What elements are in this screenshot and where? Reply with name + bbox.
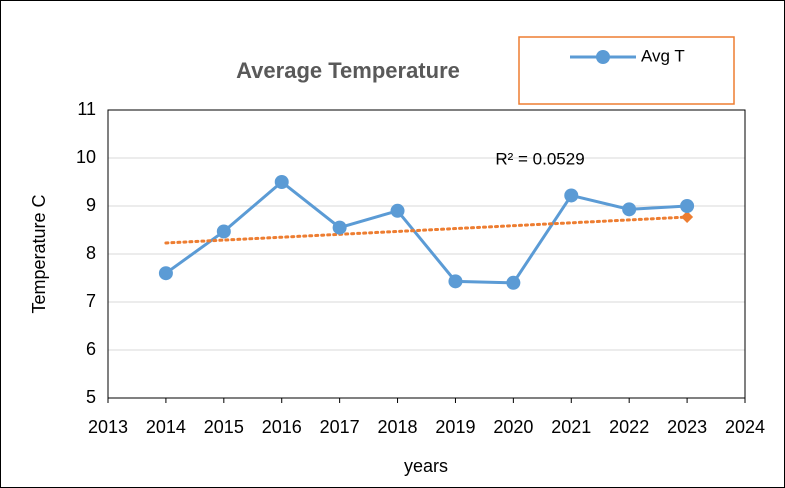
trendline [164, 215, 689, 245]
x-axis-label: years [404, 456, 448, 476]
y-axis-label: Temperature C [29, 194, 49, 313]
data-point [274, 175, 289, 189]
data-point [158, 266, 173, 281]
data-line [165, 180, 688, 285]
legend-marker [596, 50, 610, 64]
x-tick-label: 2021 [551, 417, 591, 437]
y-tick-label: 11 [77, 99, 96, 119]
trendline-label: R² = 0.0529 [495, 149, 584, 168]
x-tick-label: 2018 [378, 417, 418, 437]
x-tick-label: 2013 [88, 417, 128, 437]
y-tick-label: 5 [86, 387, 96, 407]
y-tick-label: 9 [86, 195, 96, 215]
x-tick-label: 2020 [493, 417, 533, 437]
legend-box [518, 36, 735, 105]
data-point [680, 199, 695, 213]
data-point [622, 202, 637, 217]
data-point [506, 275, 521, 290]
y-tick-label: 7 [86, 291, 96, 311]
data-point [216, 224, 231, 239]
chart-title: Average Temperature [236, 58, 460, 83]
x-tick-label: 2022 [609, 417, 649, 437]
data-point [448, 274, 463, 289]
x-tick-label: 2017 [320, 417, 360, 437]
x-tick-label: 2019 [435, 417, 475, 437]
x-tick-label: 2016 [262, 417, 302, 437]
x-tick-label: 2014 [146, 417, 186, 437]
legend-label: Avg T [641, 46, 685, 65]
data-point [564, 188, 579, 203]
y-tick-label: 6 [86, 339, 96, 359]
y-tick-label: 10 [76, 147, 96, 167]
x-tick-label: 2015 [204, 417, 244, 437]
x-tick-label: 2023 [667, 417, 707, 437]
x-tick-label: 2024 [725, 417, 765, 437]
plot-frame [107, 109, 746, 399]
trendline-end [681, 211, 694, 224]
y-tick-label: 8 [86, 243, 96, 263]
data-point [390, 203, 405, 218]
data-point [332, 220, 347, 235]
